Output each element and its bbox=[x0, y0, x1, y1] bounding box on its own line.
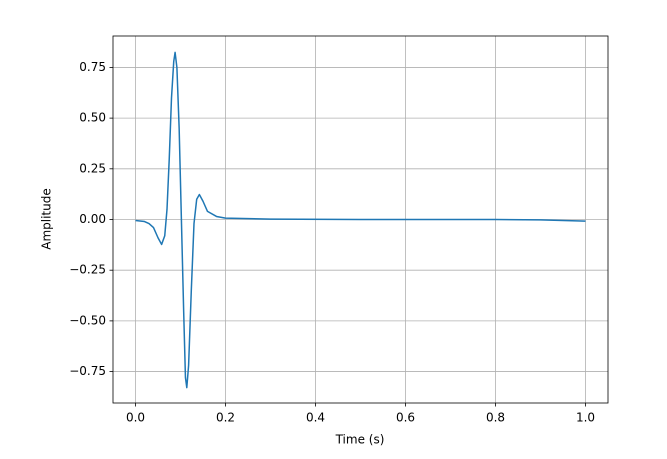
plot-frame bbox=[112, 35, 609, 404]
x-tick-label: 0.6 bbox=[396, 411, 415, 425]
x-tick-label: 0.8 bbox=[486, 411, 505, 425]
y-axis-label: Amplitude bbox=[40, 188, 54, 250]
y-tick-label: 0.00 bbox=[79, 212, 106, 226]
y-tick-label: 0.75 bbox=[79, 60, 106, 74]
x-tick-label: 1.0 bbox=[576, 411, 595, 425]
y-tick-label: −0.75 bbox=[69, 364, 106, 378]
y-tick-label: −0.50 bbox=[69, 313, 106, 327]
x-tick-label: 0.2 bbox=[216, 411, 235, 425]
y-tick-label: −0.25 bbox=[69, 263, 106, 277]
x-tick-label: 0.4 bbox=[306, 411, 325, 425]
y-tick-label: 0.50 bbox=[79, 111, 106, 125]
data-line bbox=[135, 51, 586, 389]
y-tick-label: 0.25 bbox=[79, 161, 106, 175]
x-axis-label: Time (s) bbox=[335, 433, 385, 447]
x-tick-label: 0.0 bbox=[126, 411, 145, 425]
